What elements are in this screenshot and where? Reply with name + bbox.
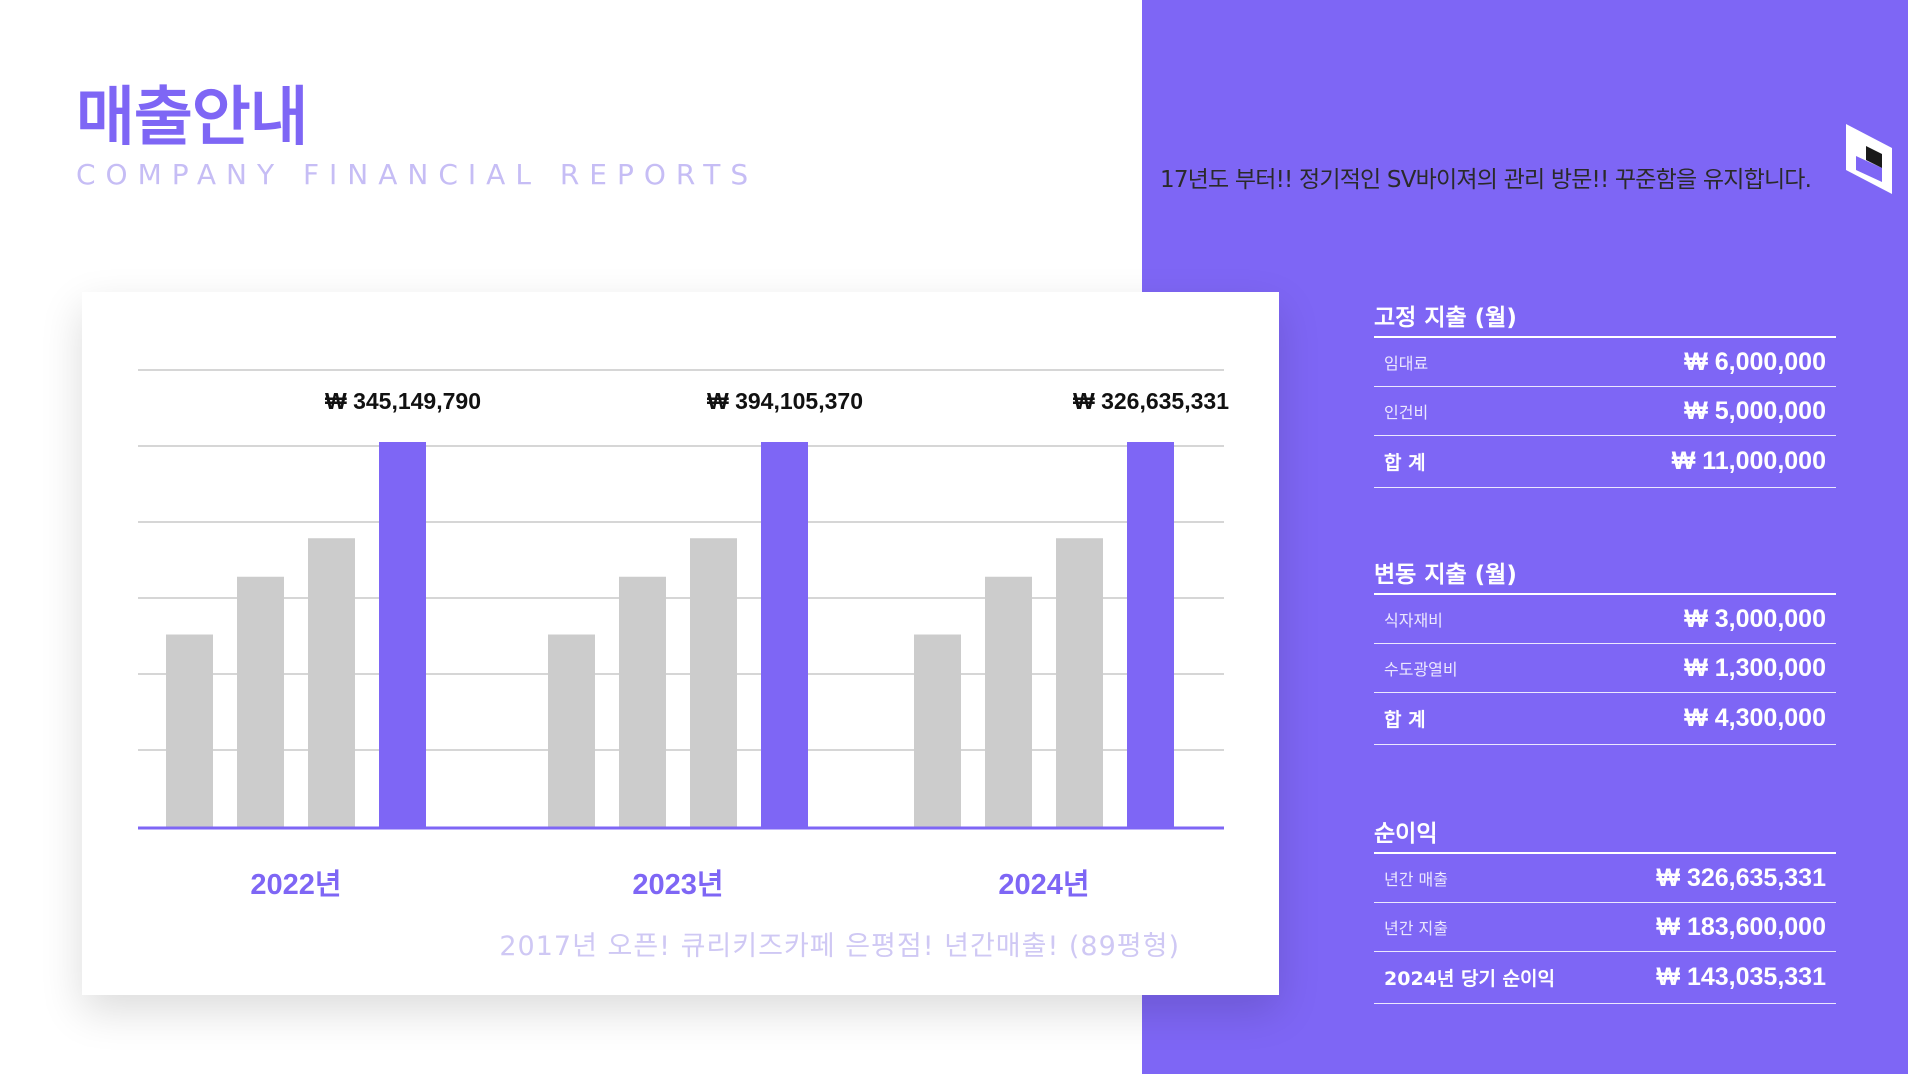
fixed-costs-section: 고정 지출 (월) 임대료 ₩ 6,000,000 인건비 ₩ 5,000,00… bbox=[1374, 298, 1836, 488]
logo-icon bbox=[1846, 124, 1892, 194]
page-title: 매출안내 bbox=[76, 81, 309, 155]
net-profit-row-net: 2024년 당기 순이익 ₩ 143,035,331 bbox=[1374, 952, 1836, 1004]
net-profit-row-revenue: 년간 매출 ₩ 326,635,331 bbox=[1374, 854, 1836, 903]
category-label: 2022년 bbox=[250, 868, 341, 901]
bar-value-label: ₩ 345,149,790 bbox=[325, 388, 481, 414]
revenue-bar-chart: ₩ 345,149,790 2022년 ₩ 394,105,370 2023년 ₩ 32… bbox=[138, 369, 1229, 901]
fixed-costs-title: 고정 지출 (월) bbox=[1374, 298, 1836, 338]
variable-costs-section: 변동 지출 (월) 식자재비 ₩ 3,000,000 수도광열비 ₩ 1,300… bbox=[1374, 555, 1836, 745]
row-label: 년간 지출 bbox=[1384, 919, 1448, 938]
net-profit-title: 순이익 bbox=[1374, 814, 1836, 854]
net-profit-row-expense: 년간 지출 ₩ 183,600,000 bbox=[1374, 903, 1836, 952]
row-label: 식자재비 bbox=[1384, 611, 1443, 630]
chart-bar bbox=[761, 442, 808, 827]
row-label: 임대료 bbox=[1384, 354, 1429, 373]
chart-bar bbox=[985, 576, 1032, 827]
chart-note: 2017년 오픈! 큐리키즈카페 은평점! 년간매출! (89평형) bbox=[499, 931, 1180, 962]
chart-bar bbox=[237, 576, 284, 827]
row-value: ₩ 5,000,000 bbox=[1684, 396, 1826, 425]
variable-cost-row-utilities: 수도광열비 ₩ 1,300,000 bbox=[1374, 644, 1836, 693]
fixed-cost-total-row: 합 계 ₩ 11,000,000 bbox=[1374, 436, 1836, 488]
row-value: ₩ 143,035,331 bbox=[1656, 963, 1826, 991]
row-label: 2024년 당기 순이익 bbox=[1384, 968, 1555, 990]
total-value: ₩ 11,000,000 bbox=[1671, 447, 1826, 475]
bar-value-label: ₩ 394,105,370 bbox=[707, 388, 863, 414]
chart-card: ₩ 345,149,790 2022년 ₩ 394,105,370 2023년 ₩ 32… bbox=[82, 292, 1279, 995]
variable-costs-title: 변동 지출 (월) bbox=[1374, 555, 1836, 595]
bar-value-label: ₩ 326,635,331 bbox=[1073, 388, 1229, 414]
category-label: 2024년 bbox=[998, 868, 1089, 901]
row-value: ₩ 3,000,000 bbox=[1684, 604, 1826, 633]
net-profit-section: 순이익 년간 매출 ₩ 326,635,331 년간 지출 ₩ 183,600,… bbox=[1374, 814, 1836, 1004]
fixed-cost-row-rent: 임대료 ₩ 6,000,000 bbox=[1374, 338, 1836, 387]
chart-bar bbox=[548, 634, 595, 827]
chart-bar bbox=[379, 442, 426, 827]
page-subtitle: COMPANY FINANCIAL REPORTS bbox=[76, 158, 759, 191]
chart-bar bbox=[690, 538, 737, 827]
chart-bar bbox=[1056, 538, 1103, 827]
row-value: ₩ 6,000,000 bbox=[1684, 347, 1826, 376]
chart-bar bbox=[166, 634, 213, 827]
total-label: 합 계 bbox=[1384, 709, 1426, 731]
chart-bar bbox=[914, 634, 961, 827]
row-value: ₩ 183,600,000 bbox=[1656, 912, 1826, 941]
row-value: ₩ 1,300,000 bbox=[1684, 653, 1826, 682]
chart-bar bbox=[619, 576, 666, 827]
variable-cost-row-food: 식자재비 ₩ 3,000,000 bbox=[1374, 595, 1836, 644]
category-label: 2023년 bbox=[632, 868, 723, 901]
row-label: 인건비 bbox=[1384, 403, 1429, 422]
row-value: ₩ 326,635,331 bbox=[1656, 863, 1826, 892]
total-value: ₩ 4,300,000 bbox=[1684, 704, 1826, 732]
fixed-cost-row-labor: 인건비 ₩ 5,000,000 bbox=[1374, 387, 1836, 436]
total-label: 합 계 bbox=[1384, 452, 1426, 474]
chart-bar bbox=[1127, 442, 1174, 827]
chart-bar bbox=[308, 538, 355, 827]
row-label: 년간 매출 bbox=[1384, 870, 1448, 889]
tagline: 17년도 부터!! 정기적인 SV바이져의 관리 방문!! 꾸준함을 유지합니다… bbox=[1160, 167, 1812, 193]
row-label: 수도광열비 bbox=[1384, 660, 1458, 679]
variable-cost-total-row: 합 계 ₩ 4,300,000 bbox=[1374, 693, 1836, 745]
